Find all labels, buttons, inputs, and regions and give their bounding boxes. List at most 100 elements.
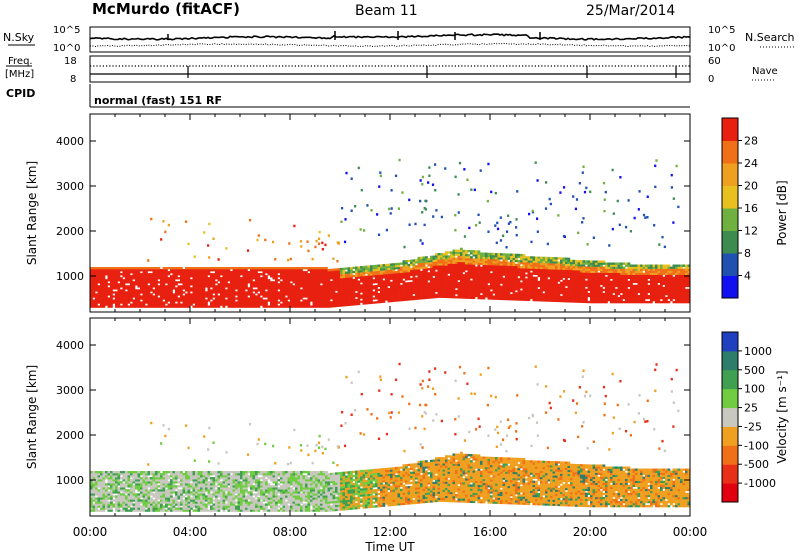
power-cell [242, 285, 246, 288]
power-cell [627, 284, 631, 288]
power-cell [457, 259, 461, 263]
power-cell [311, 257, 314, 261]
power-cell [545, 271, 548, 274]
power-cell [597, 272, 601, 275]
power-cell [402, 274, 406, 277]
power-cell [425, 276, 428, 279]
colorbar-segment [722, 275, 738, 299]
power-cell [552, 297, 556, 300]
power-cell [195, 283, 198, 286]
power-cell [175, 269, 178, 272]
power-cell [437, 265, 441, 268]
power-cell [345, 279, 348, 282]
power-cell [660, 278, 663, 282]
power-cell [330, 268, 333, 272]
colorbar-segment [722, 185, 738, 209]
power-cell [132, 281, 136, 284]
power-cell [555, 263, 558, 266]
power-cell [380, 264, 383, 267]
power-cell [512, 257, 516, 261]
power-cell [432, 287, 436, 291]
power-cell [397, 287, 401, 290]
power-cell [285, 279, 288, 282]
power-cell [424, 199, 427, 203]
power-cell [367, 269, 371, 272]
power-cell [145, 305, 148, 308]
power-cell [162, 273, 166, 276]
power-cell [617, 276, 621, 279]
power-cell [525, 280, 528, 283]
power-cell [532, 268, 536, 271]
power-cell [463, 168, 466, 171]
power-cell [417, 293, 421, 296]
power-cell [675, 286, 678, 290]
power-cell [492, 279, 496, 282]
power-cell [355, 298, 358, 302]
power-cell [462, 274, 466, 277]
power-cell [632, 270, 636, 273]
power-cell [277, 279, 281, 282]
power-cell [367, 275, 371, 278]
power-cell [515, 278, 518, 281]
power-cell [410, 298, 413, 301]
power-cell [450, 293, 453, 297]
power-cell [517, 298, 521, 301]
power-cell [520, 257, 523, 261]
power-cell [120, 289, 123, 292]
power-cell [217, 303, 221, 306]
power-cell [182, 285, 186, 288]
power-cell [297, 285, 301, 288]
power-cell [282, 301, 286, 304]
power-cell [130, 295, 133, 298]
power-cell [477, 286, 481, 290]
power-cell [437, 287, 441, 290]
power-cell [662, 272, 666, 275]
power-cell [180, 305, 183, 308]
power-cell [454, 175, 457, 179]
power-cell [140, 285, 143, 288]
power-cell [212, 285, 216, 288]
power-cell [615, 284, 618, 288]
cpid-value: normal (fast) 151 RF [94, 94, 222, 107]
power-cell [157, 293, 161, 296]
power-cell [600, 278, 603, 282]
power-cell [175, 293, 178, 296]
power-cell [610, 264, 613, 267]
power-cell [492, 258, 496, 262]
power-cell [270, 291, 273, 294]
power-cell [445, 283, 448, 286]
power-cell [160, 269, 163, 272]
power-cell [625, 294, 628, 298]
power-cell [180, 303, 183, 306]
power-cell [627, 294, 631, 298]
power-cbar-label: Power [dB] [775, 180, 789, 245]
power-cell [502, 269, 506, 272]
power-cell [482, 276, 486, 280]
power-cell [477, 264, 481, 267]
power-cell [632, 286, 636, 290]
power-cell [340, 271, 343, 275]
power-cell [525, 270, 528, 273]
power-cell [140, 297, 143, 300]
power-cell [380, 298, 383, 302]
power-cell [500, 267, 503, 270]
velocity-cell [100, 477, 103, 480]
power-cell [230, 289, 233, 292]
power-cell [280, 281, 283, 284]
power-cell [427, 278, 431, 281]
power-cell [145, 299, 148, 302]
power-cell [465, 251, 468, 255]
power-cell [302, 273, 306, 276]
power-cell [497, 275, 501, 278]
power-cell [457, 275, 461, 279]
power-cell [150, 299, 153, 302]
power-cell [432, 257, 436, 260]
power-cell [140, 283, 143, 286]
power-cell [547, 267, 551, 270]
power-cell [97, 293, 101, 296]
power-cell [552, 257, 556, 260]
power-cell [635, 274, 638, 277]
power-cell [622, 270, 626, 273]
power-cell [137, 281, 141, 284]
power-cell [390, 189, 393, 192]
